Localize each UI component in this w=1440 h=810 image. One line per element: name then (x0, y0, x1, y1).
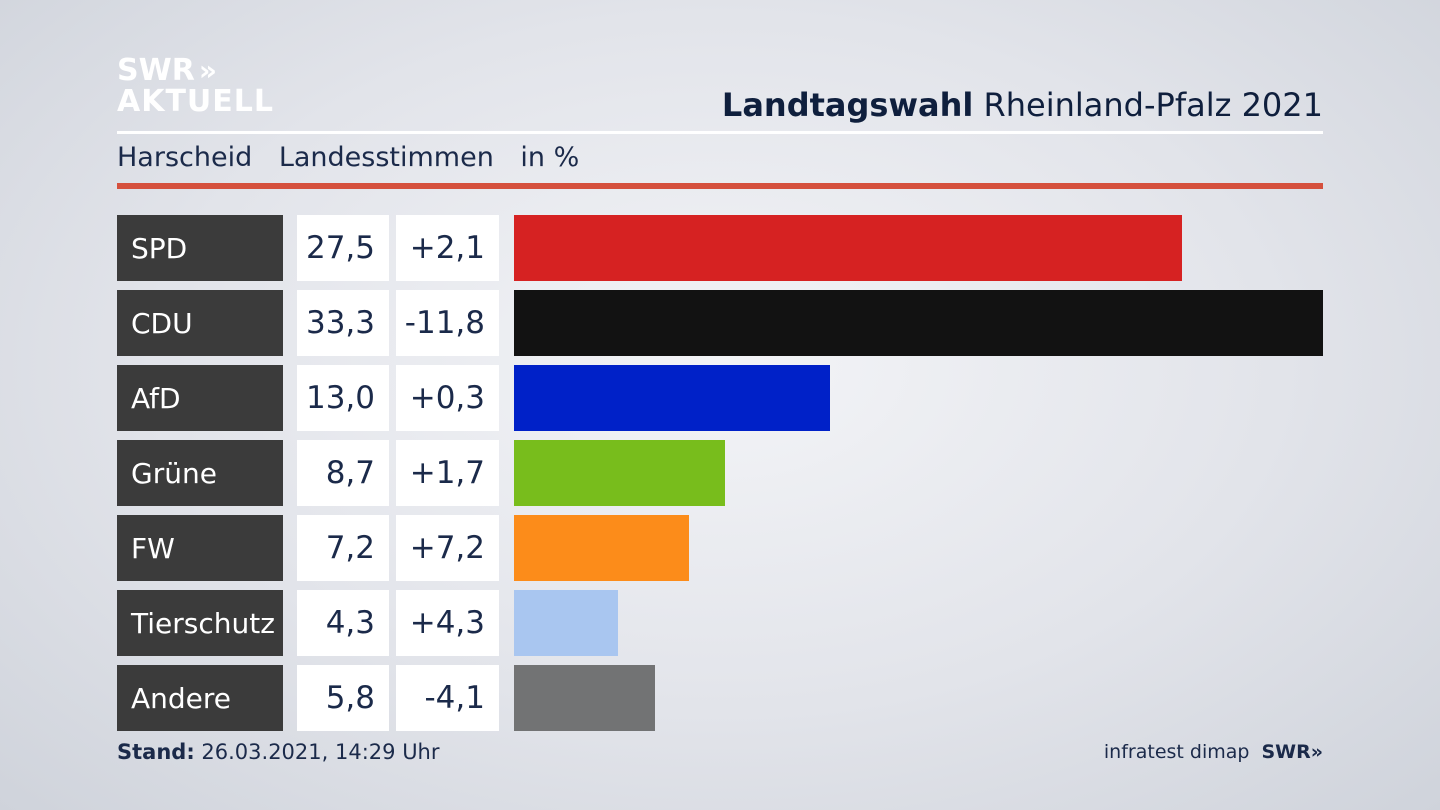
timestamp: Stand: 26.03.2021, 14:29 Uhr (117, 740, 440, 764)
chart-row: FW 7,2 +7,2 (117, 515, 1323, 581)
party-label: FW (117, 515, 283, 581)
chart-row: CDU 33,3 -11,8 (117, 290, 1323, 356)
bar-tierschutz (514, 590, 618, 656)
diff-label: +4,3 (396, 590, 499, 656)
subtitle-metric: Landesstimmen (278, 142, 494, 173)
value-label: 27,5 (297, 215, 389, 281)
value-label: 7,2 (297, 515, 389, 581)
subtitle-location: Harscheid (117, 142, 253, 173)
bar-spd (514, 215, 1182, 281)
bar-afd (514, 365, 830, 431)
chart-row: AfD 13,0 +0,3 (117, 365, 1323, 431)
chart-row: Grüne 8,7 +1,7 (117, 440, 1323, 506)
source-name: infratest dimap (1103, 741, 1250, 763)
swr-aktuell-logo: SWR» AKTUELL (117, 55, 274, 117)
value-label: 13,0 (297, 365, 389, 431)
accent-divider (117, 183, 1323, 189)
header-divider (117, 131, 1323, 134)
party-label: AfD (117, 365, 283, 431)
chart-row: SPD 27,5 +2,1 (117, 215, 1323, 281)
diff-label: -11,8 (396, 290, 499, 356)
page-title: Landtagswahl Rheinland-Pfalz 2021 (722, 86, 1323, 124)
diff-label: -4,1 (396, 665, 499, 731)
diff-label: +2,1 (396, 215, 499, 281)
party-label: CDU (117, 290, 283, 356)
chart-row: Tierschutz 4,3 +4,3 (117, 590, 1323, 656)
chart-row: Andere 5,8 -4,1 (117, 665, 1323, 731)
bar-fw (514, 515, 689, 581)
chart-subtitle: Harscheid Landesstimmen in % (117, 142, 597, 173)
bar-andere (514, 665, 655, 731)
diff-label: +0,3 (396, 365, 499, 431)
party-label: Grüne (117, 440, 283, 506)
bar-cdu (514, 290, 1323, 356)
source-credit: infratest dimap SWR» (1104, 741, 1323, 763)
results-chart: SPD 27,5 +2,1 CDU 33,3 -11,8 AfD 13,0 +0,3 Grüne 8… (117, 215, 1323, 740)
value-label: 5,8 (297, 665, 389, 731)
stand-value: 26.03.2021, 14:29 Uhr (201, 740, 440, 764)
logo-aktuell-text: AKTUELL (117, 84, 275, 119)
logo-swr-text: SWR (117, 53, 195, 88)
diff-label: +7,2 (396, 515, 499, 581)
value-label: 4,3 (297, 590, 389, 656)
party-label: Tierschutz (117, 590, 283, 656)
title-bold: Landtagswahl (721, 86, 974, 124)
logo-chevron-icon: » (198, 54, 217, 87)
diff-label: +1,7 (396, 440, 499, 506)
title-rest: Rheinland-Pfalz 2021 (983, 86, 1323, 124)
swr-logo-small: SWR» (1261, 741, 1323, 763)
subtitle-unit: in % (520, 142, 580, 173)
party-label: Andere (117, 665, 283, 731)
value-label: 33,3 (297, 290, 389, 356)
stand-label: Stand: (117, 740, 195, 764)
value-label: 8,7 (297, 440, 389, 506)
party-label: SPD (117, 215, 283, 281)
bar-grüne (514, 440, 725, 506)
